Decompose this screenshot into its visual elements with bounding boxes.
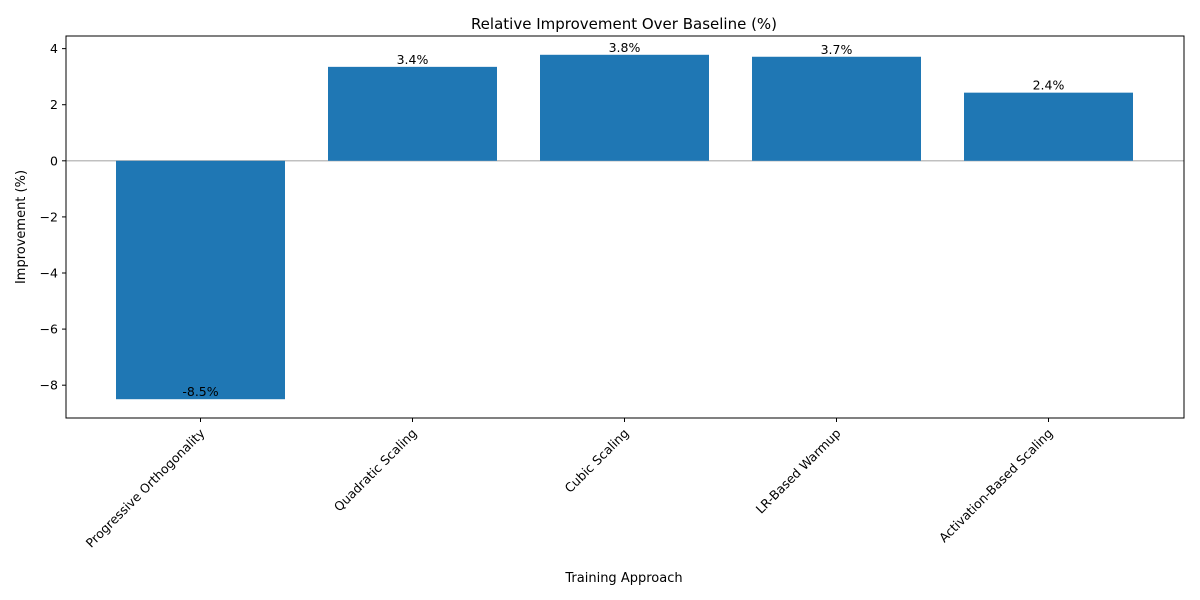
bar-value-label: 3.7%: [821, 42, 853, 57]
y-tick-label: −8: [40, 378, 58, 393]
y-axis-label: Improvement (%): [14, 170, 29, 284]
bar: [540, 54, 709, 161]
bar-value-label: 3.8%: [609, 40, 641, 55]
y-tick-label: −6: [40, 322, 58, 337]
x-tick-label: Progressive Orthogonality: [83, 425, 208, 550]
y-tick-label: −2: [40, 209, 58, 224]
plot-frame: [65, 35, 1185, 419]
y-tick-label: 2: [50, 97, 58, 112]
bar-value-label: -8.5%: [182, 384, 218, 399]
bar: [752, 56, 921, 161]
y-tick-label: 4: [50, 41, 58, 56]
chart-title: Relative Improvement Over Baseline (%): [471, 15, 777, 33]
bar: [116, 160, 285, 400]
x-tick-label: Activation-Based Scaling: [936, 426, 1056, 546]
x-axis-label: Training Approach: [564, 571, 682, 586]
bar: [328, 66, 497, 161]
bar: [964, 92, 1133, 161]
x-tick-label: Quadratic Scaling: [331, 426, 420, 515]
bar-value-label: 3.4%: [397, 52, 429, 67]
bar-value-label: 2.4%: [1033, 78, 1065, 93]
x-tick-label: LR-Based Warmup: [753, 425, 844, 516]
x-tick-label: Cubic Scaling: [561, 426, 631, 496]
y-tick-label: −4: [40, 265, 58, 280]
y-tick-label: 0: [50, 153, 58, 168]
